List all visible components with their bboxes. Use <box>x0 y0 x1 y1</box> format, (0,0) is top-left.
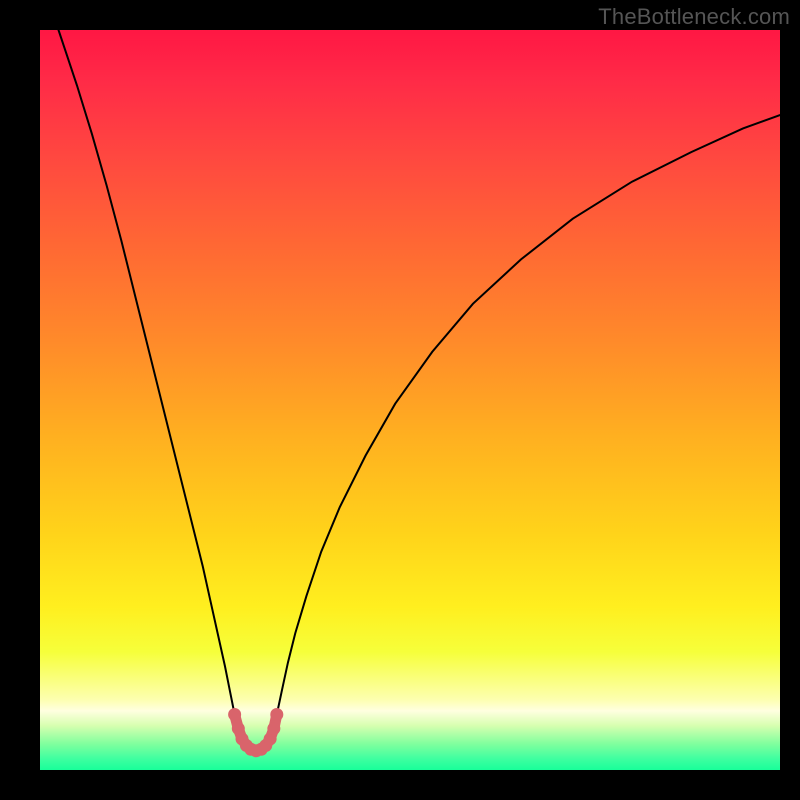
highlight-dot <box>270 708 283 721</box>
bottleneck-chart <box>0 0 800 800</box>
highlight-dot <box>228 708 241 721</box>
watermark-label: TheBottleneck.com <box>598 4 790 30</box>
plot-background <box>40 30 780 770</box>
chart-container: TheBottleneck.com <box>0 0 800 800</box>
highlight-dot <box>267 722 280 735</box>
